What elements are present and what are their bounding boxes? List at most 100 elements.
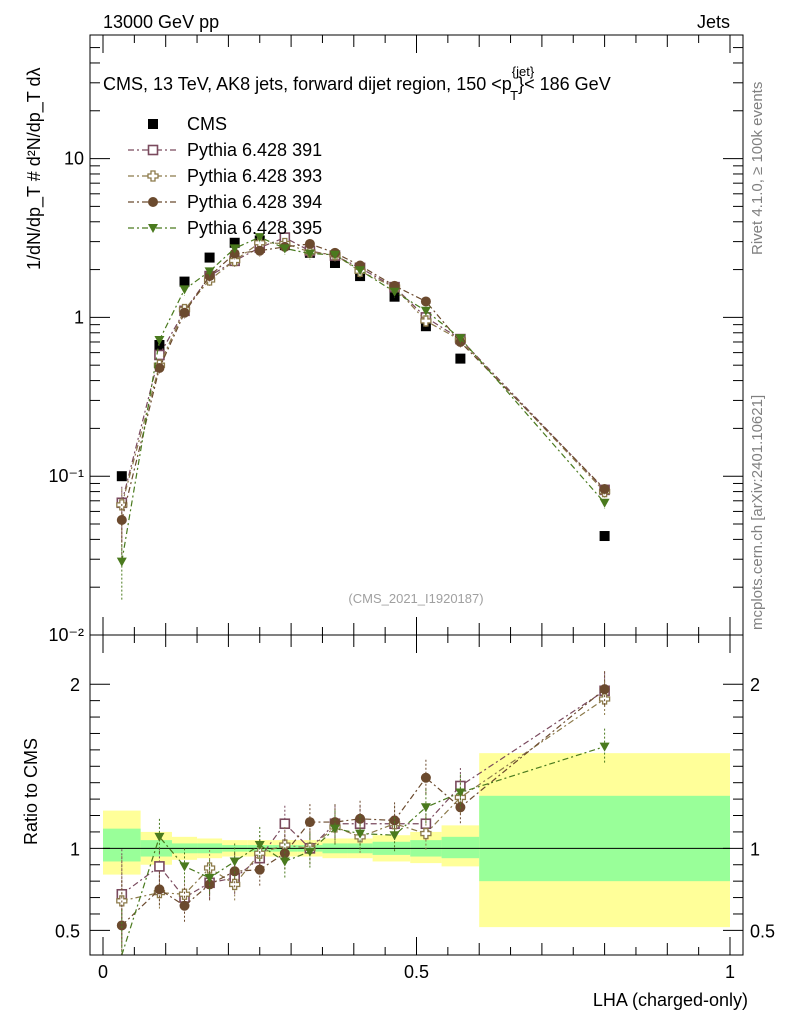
ratio-y-tick-label: 1 [70, 839, 80, 859]
green-band [479, 795, 730, 882]
ratio-point [229, 878, 241, 891]
y-tick-label: 10 [64, 149, 84, 169]
rivet-version-label: Rivet 4.1.0, ≥ 100k events [749, 82, 766, 255]
ratio-panel: 0.5 0.5 1 1 2 2 0 0.5 1 Ratio to CMS LHA (charge… [21, 634, 775, 1010]
ratio-point [455, 788, 466, 798]
ratio-point [355, 813, 366, 824]
ratio-point [420, 803, 431, 813]
ratio-point [254, 864, 265, 875]
green-band [441, 836, 480, 859]
data-point [420, 296, 431, 307]
data-point [116, 514, 127, 525]
y-tick-label: 10⁻¹ [48, 466, 84, 486]
data-point [599, 484, 610, 495]
ratio-y-tick-label-right: 2 [750, 675, 760, 695]
series-pythia-6-428-393 [116, 237, 611, 545]
ratio-point [279, 857, 290, 867]
mcplots-label: mcplots.cern.ch [arXiv:2401.10621] [749, 395, 766, 630]
ratio-point [179, 862, 190, 872]
legend-marker [148, 119, 158, 129]
legend-marker [147, 144, 159, 156]
ratio-point [389, 831, 400, 841]
header-left-label: 13000 GeV pp [103, 12, 219, 32]
header-right-label: Jets [697, 12, 730, 32]
data-point [455, 334, 466, 344]
legend-marker [148, 224, 158, 233]
data-point [179, 285, 190, 295]
ratio-point [389, 815, 400, 826]
legend-label: Pythia 6.428 394 [187, 192, 322, 212]
legend: CMS Pythia 6.428 391 Pythia 6.428 393 Pythi… [128, 114, 322, 238]
ratio-point [420, 827, 432, 840]
data-point [229, 248, 240, 259]
x-tick-label: 0.5 [404, 962, 429, 982]
data-point [304, 249, 315, 259]
ratio-point [599, 742, 610, 752]
ratio-marks [116, 671, 611, 956]
data-point [355, 266, 366, 276]
data-point [204, 252, 215, 263]
main-panel: 10⁻² 10⁻¹ 1 10 CMS Pythia 6.428 391 Pythia 6.… [24, 34, 744, 645]
main-y-axis-label: 1/dN/dp_T # d²N/dp_T dλ [24, 68, 45, 270]
ratio-point [116, 920, 127, 931]
data-point [204, 267, 215, 277]
ratio-point [599, 684, 610, 695]
series-line [121, 243, 606, 521]
ratio-point [279, 818, 291, 830]
main-ticks: 10⁻² 10⁻¹ 1 10 [48, 34, 743, 645]
ratio-ticks: 0.5 0.5 1 1 2 2 0 0.5 1 [55, 635, 775, 982]
legend-label: CMS [187, 114, 227, 134]
ratio-point [355, 829, 366, 839]
ratio-point [229, 857, 240, 867]
ratio-series-pythia-6-428-395 [121, 728, 610, 956]
legend-marker [147, 170, 159, 182]
data-point [329, 250, 340, 260]
ratio-point [154, 884, 165, 895]
ratio-point [229, 866, 240, 877]
data-point [420, 306, 431, 316]
data-point [154, 336, 165, 346]
data-point [599, 498, 610, 508]
data-point [179, 276, 190, 287]
ratio-point [154, 832, 165, 842]
main-ylabel-text: 1/dN/dp_T # d²N/dp_T dλ [24, 68, 45, 270]
ratio-point [178, 888, 191, 900]
ratio-y-tick-label: 0.5 [55, 921, 80, 941]
ratio-series-pythia-6-428-394 [116, 671, 610, 955]
x-axis-label: LHA (charged-only) [593, 990, 748, 1010]
series-cms [116, 235, 610, 542]
data-point [304, 238, 315, 249]
data-point [154, 363, 165, 374]
legend-marker [148, 197, 158, 207]
ratio-y-tick-label: 2 [70, 675, 80, 695]
ratio-point [329, 824, 340, 834]
data-point [279, 244, 290, 254]
ratio-line [121, 690, 605, 899]
title-superscript: {jet} [512, 64, 535, 79]
main-marks [116, 232, 611, 602]
analysis-label: (CMS_2021_I1920187) [348, 591, 483, 606]
title-main: CMS, 13 TeV, AK8 jets, forward dijet reg… [103, 74, 512, 94]
data-point [116, 471, 127, 482]
x-tick-label: 0 [98, 962, 108, 982]
data-point [455, 353, 466, 364]
data-point [329, 258, 340, 269]
y-tick-label: 1 [74, 307, 84, 327]
ratio-point [304, 817, 315, 828]
main-title: CMS, 13 TeV, AK8 jets, forward dijet reg… [103, 64, 611, 103]
legend-label: Pythia 6.428 391 [187, 140, 322, 160]
ratio-uncertainty-bands [103, 753, 730, 928]
title-tail: }< 186 GeV [518, 74, 611, 94]
data-point [229, 237, 240, 248]
series-pythia-6-428-395 [116, 233, 610, 602]
series-line [121, 242, 606, 506]
data-point [229, 254, 241, 267]
data-point [116, 557, 127, 567]
ratio-y-axis-label: Ratio to CMS [21, 738, 41, 845]
ratio-point [420, 772, 431, 783]
ratio-y-tick-label-right: 0.5 [750, 921, 775, 941]
data-point [389, 287, 400, 297]
data-point [179, 307, 190, 318]
ratio-y-tick-label-right: 1 [750, 839, 760, 859]
